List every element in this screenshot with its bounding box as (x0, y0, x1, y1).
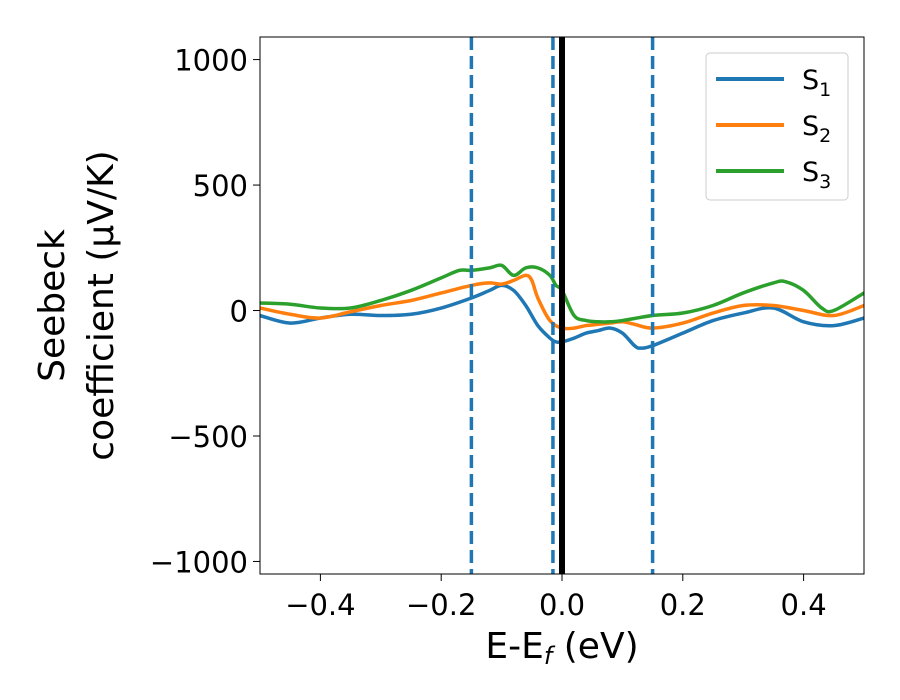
x-tick-label: −0.2 (406, 588, 476, 622)
legend-label-main: S (802, 157, 819, 188)
y-tick-label: −1000 (150, 545, 248, 579)
legend-label-main: S (802, 111, 819, 142)
y-tick-label: 1000 (174, 44, 248, 78)
x-axis-label-suffix: (eV) (552, 626, 638, 667)
series-line-s3 (260, 263, 864, 324)
x-axis-label: E-Ef (eV) (485, 626, 638, 670)
legend-label-s2: S2 (802, 111, 831, 147)
x-axis-label-main: E-E (485, 626, 543, 667)
y-tick-label: 500 (193, 169, 248, 203)
legend-label-s3: S3 (802, 157, 831, 193)
ticks-layer: −0.4 −0.2 0.0 0.2 0.4 −1000 −500 0 500 1000 (150, 44, 827, 622)
legend-label-s1: S1 (802, 65, 831, 101)
series-line-s2 (260, 273, 864, 331)
legend-label-main: S (802, 65, 819, 96)
y-axis-label-line1: Seebeck (32, 229, 73, 382)
legend-label-sub: 2 (819, 125, 831, 147)
plot-layer (260, 37, 864, 574)
y-axis-label-line2: coefficient (μV/K) (81, 150, 122, 460)
x-tick-label: 0.2 (660, 588, 706, 622)
legend-label-sub: 3 (819, 171, 831, 193)
y-tick-label: −500 (168, 420, 248, 454)
y-axis-label: Seebeck coefficient (μV/K) (32, 150, 122, 460)
x-tick-label: −0.4 (285, 588, 355, 622)
y-tick-label: 0 (230, 295, 248, 329)
legend-label-sub: 1 (819, 79, 831, 101)
x-tick-label: 0.0 (539, 588, 585, 622)
x-tick-label: 0.4 (781, 588, 827, 622)
